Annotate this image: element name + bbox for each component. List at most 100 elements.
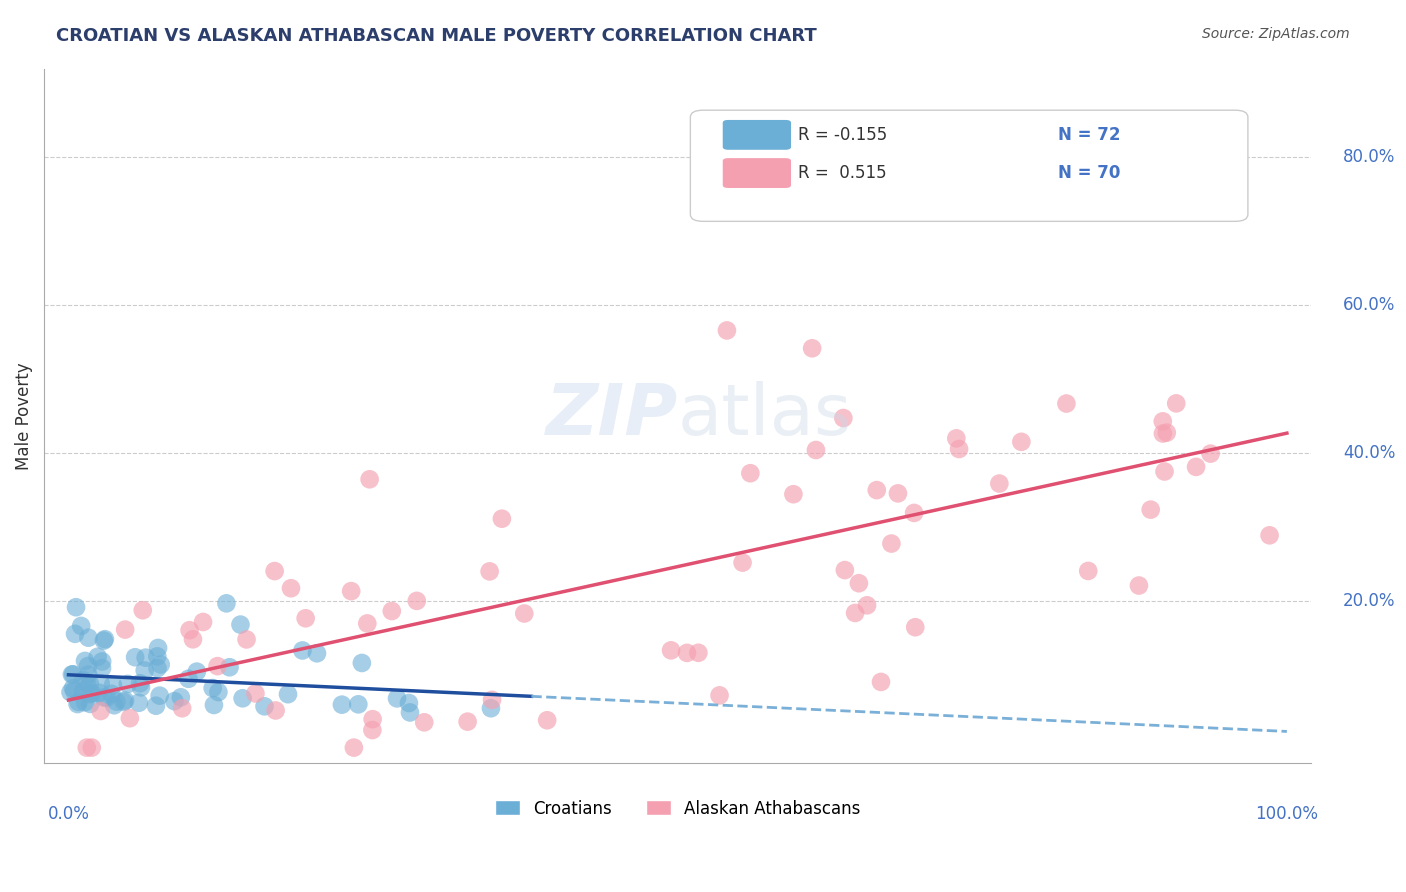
Point xyxy=(253,699,276,714)
Point xyxy=(76,676,98,690)
Point xyxy=(112,695,135,709)
Point xyxy=(359,472,381,486)
Point xyxy=(347,698,370,712)
Point xyxy=(350,656,373,670)
Point xyxy=(124,650,146,665)
Point xyxy=(63,627,86,641)
Point xyxy=(118,711,141,725)
Point xyxy=(80,740,103,755)
Point xyxy=(481,693,503,707)
Point xyxy=(207,685,229,699)
Point xyxy=(90,704,112,718)
Point xyxy=(146,640,169,655)
Point xyxy=(782,487,804,501)
FancyBboxPatch shape xyxy=(723,157,792,189)
Point xyxy=(79,687,101,701)
Point xyxy=(63,684,86,698)
Point xyxy=(804,442,827,457)
Point xyxy=(381,604,404,618)
Point xyxy=(77,667,100,681)
Point xyxy=(62,667,84,681)
Point xyxy=(294,611,316,625)
Point xyxy=(1156,425,1178,440)
Point xyxy=(457,714,479,729)
Text: atlas: atlas xyxy=(678,381,852,450)
Point xyxy=(834,198,856,212)
Point xyxy=(1152,414,1174,428)
Text: CROATIAN VS ALASKAN ATHABASCAN MALE POVERTY CORRELATION CHART: CROATIAN VS ALASKAN ATHABASCAN MALE POVE… xyxy=(56,27,817,45)
Point xyxy=(89,686,111,700)
Point xyxy=(731,556,754,570)
Point xyxy=(834,563,856,577)
Point xyxy=(343,740,366,755)
Point xyxy=(848,576,870,591)
Point xyxy=(146,649,169,664)
Point xyxy=(904,620,927,634)
Point xyxy=(676,646,699,660)
Point xyxy=(945,431,967,445)
Point xyxy=(146,661,169,675)
Point xyxy=(67,695,90,709)
Point xyxy=(186,665,208,679)
Point xyxy=(73,695,96,709)
Point xyxy=(77,659,100,673)
Point xyxy=(218,660,240,674)
Point xyxy=(1152,426,1174,441)
Point xyxy=(149,689,172,703)
Point xyxy=(264,703,287,717)
Point xyxy=(149,657,172,672)
Point xyxy=(60,667,83,681)
Point xyxy=(1010,434,1032,449)
Point xyxy=(232,691,254,706)
Text: R =  0.515: R = 0.515 xyxy=(799,164,887,182)
Point xyxy=(65,600,87,615)
FancyBboxPatch shape xyxy=(723,120,792,151)
Point xyxy=(202,698,225,712)
Point xyxy=(128,696,150,710)
Point xyxy=(134,664,156,678)
Point xyxy=(305,646,328,660)
Point xyxy=(72,673,94,687)
Point xyxy=(948,442,970,456)
Point xyxy=(93,633,115,648)
Text: N = 72: N = 72 xyxy=(1057,126,1121,144)
Point xyxy=(536,713,558,727)
Point xyxy=(263,564,285,578)
Point xyxy=(117,677,139,691)
Point xyxy=(399,706,422,720)
Point xyxy=(887,486,910,500)
Point xyxy=(179,624,201,638)
Point xyxy=(478,565,501,579)
Point xyxy=(103,698,125,713)
Point xyxy=(132,603,155,617)
Point xyxy=(491,512,513,526)
Point xyxy=(413,715,436,730)
Point xyxy=(1199,447,1222,461)
Point xyxy=(361,712,384,726)
Text: R = -0.155: R = -0.155 xyxy=(799,126,887,144)
Point xyxy=(201,681,224,695)
Y-axis label: Male Poverty: Male Poverty xyxy=(15,362,32,469)
Point xyxy=(72,684,94,698)
Point xyxy=(101,678,124,692)
Text: N = 70: N = 70 xyxy=(1057,164,1121,182)
Point xyxy=(1128,578,1150,592)
Point xyxy=(245,686,267,700)
Point xyxy=(79,676,101,690)
Point xyxy=(172,701,194,715)
Point xyxy=(181,632,204,647)
Point xyxy=(191,615,214,629)
Point xyxy=(709,689,731,703)
Point xyxy=(207,659,229,673)
Point xyxy=(832,411,855,425)
Point xyxy=(361,723,384,737)
Point xyxy=(114,623,136,637)
Point xyxy=(277,687,299,701)
Point xyxy=(659,643,682,657)
Text: 60.0%: 60.0% xyxy=(1343,296,1395,314)
Point xyxy=(330,698,353,712)
Point xyxy=(356,616,378,631)
Point xyxy=(1054,396,1077,410)
Point xyxy=(291,643,314,657)
Point xyxy=(880,536,903,550)
